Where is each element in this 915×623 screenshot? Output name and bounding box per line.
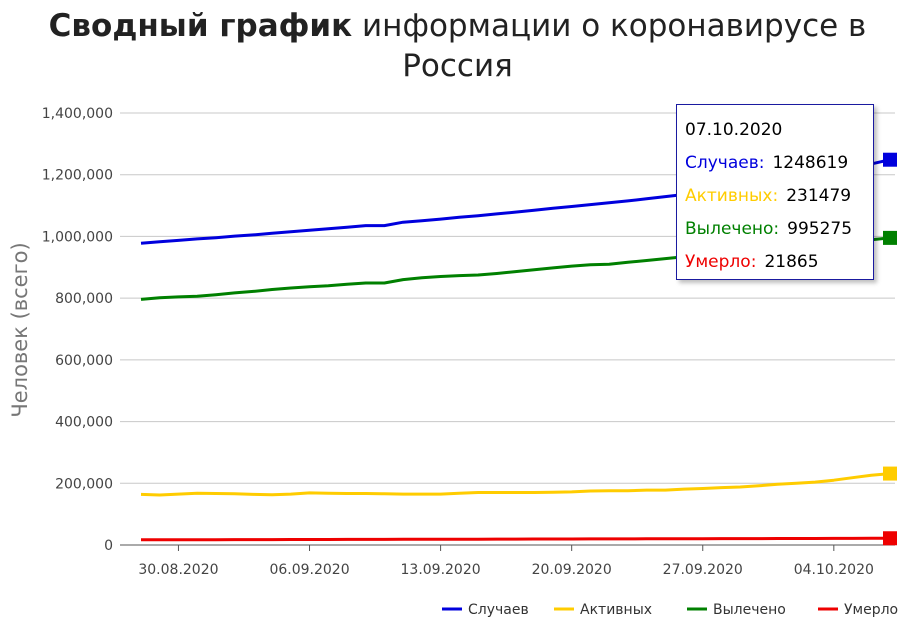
legend-label: Активных — [580, 602, 652, 618]
tooltip-row-label: Вылечено: — [685, 219, 780, 239]
x-tick-label: 13.09.2020 — [401, 562, 481, 578]
chart-title: Сводный график информации о коронавирусе… — [0, 6, 915, 86]
chart-title-rest: информации о коронавирусе в Россия — [352, 8, 867, 84]
tooltip-row-value: 231479 — [786, 186, 852, 206]
x-tick-label: 20.09.2020 — [532, 562, 612, 578]
series-line-1[interactable] — [140, 472, 891, 497]
y-tick-label: 0 — [104, 538, 113, 554]
hover-tooltip: 07.10.2020 Случаев: 1248619 Активных: 23147… — [676, 104, 874, 280]
tooltip-row: Активных: 231479 — [685, 185, 865, 218]
chart-title-bold: Сводный график — [48, 8, 353, 44]
legend-label: Вылечено — [713, 602, 786, 618]
tooltip-row-label: Случаев: — [685, 153, 765, 173]
y-tick-label: 800,000 — [55, 291, 113, 307]
x-tick-label: 27.09.2020 — [663, 562, 743, 578]
legend-item[interactable]: Вылечено — [687, 602, 786, 618]
tooltip-row-value: 995275 — [787, 219, 853, 239]
y-tick-label: 1,000,000 — [42, 229, 113, 245]
y-tick-label: 1,200,000 — [42, 168, 113, 184]
tooltip-row: Умерло: 21865 — [685, 251, 865, 284]
series-endpoint-marker[interactable] — [883, 466, 897, 481]
grid-layer — [120, 112, 895, 546]
tooltip-row-label: Умерло: — [685, 252, 757, 272]
tooltip-date: 07.10.2020 — [685, 120, 783, 140]
axis-layer: 0 200,000 400,000 600,000 800,000 1,000,000 1,… — [42, 106, 874, 578]
series-endpoint-marker[interactable] — [883, 531, 897, 546]
y-tick-label: 600,000 — [55, 353, 113, 369]
tooltip-row-value: 1248619 — [772, 153, 849, 173]
legend-label: Случаев — [468, 602, 529, 618]
y-axis-label: Человек (всего) — [8, 242, 32, 417]
x-tick-label: 30.08.2020 — [138, 562, 218, 578]
x-tick-label: 06.09.2020 — [269, 562, 349, 578]
legend-label: Умерло — [844, 602, 898, 618]
tooltip-row-value: 21865 — [764, 252, 819, 272]
tooltip-row-label: Активных: — [685, 186, 779, 206]
legend-item[interactable]: Случаев — [442, 602, 529, 618]
legend-item[interactable]: Активных — [554, 602, 652, 618]
legend-item[interactable]: Умерло — [818, 602, 898, 618]
series-endpoint-marker[interactable] — [883, 230, 897, 245]
tooltip-row: Случаев: 1248619 — [685, 152, 865, 185]
y-tick-label: 1,400,000 — [42, 106, 113, 122]
y-tick-label: 200,000 — [55, 476, 113, 492]
tooltip-row: Вылечено: 995275 — [685, 218, 865, 251]
x-tick-label: 04.10.2020 — [794, 562, 874, 578]
chart-legend: Случаев Активных Вылечено Умерло — [442, 602, 898, 618]
y-tick-label: 400,000 — [55, 415, 113, 431]
series-line-3[interactable] — [141, 536, 890, 542]
series-endpoint-marker[interactable] — [883, 152, 897, 167]
